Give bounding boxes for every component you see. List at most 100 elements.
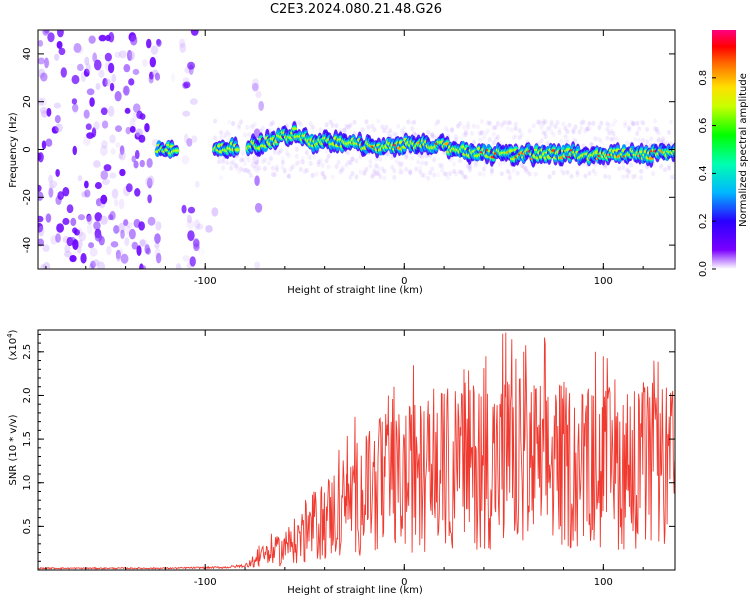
halo-dot xyxy=(440,167,445,173)
noise-dot xyxy=(120,229,125,240)
x-tick-label: 100 xyxy=(594,276,613,287)
halo-dot xyxy=(559,138,564,144)
halo-dot xyxy=(631,120,636,126)
halo-dot xyxy=(245,124,250,130)
halo-dot xyxy=(418,165,423,171)
halo-dot xyxy=(344,162,349,168)
noise-dot xyxy=(103,164,112,172)
noise-dot xyxy=(128,228,136,240)
noise-dot xyxy=(76,246,82,254)
noise-dot xyxy=(42,244,50,252)
noise-dot xyxy=(85,123,92,131)
halo-dot xyxy=(458,158,463,164)
halo-dot xyxy=(434,121,439,127)
noise-dot xyxy=(57,191,65,200)
halo-dot xyxy=(326,153,331,159)
noise-dot xyxy=(102,77,108,87)
y-tick-label: 0.5 xyxy=(22,518,33,534)
noise-dot xyxy=(250,161,259,169)
halo-dot xyxy=(374,163,379,169)
halo-dot xyxy=(539,124,544,130)
halo-dot xyxy=(286,173,291,179)
noise-dot xyxy=(114,125,123,132)
halo-dot xyxy=(235,166,240,172)
snr-x-axis-label: Height of straight line (km) xyxy=(287,585,423,596)
halo-dot xyxy=(354,158,359,164)
halo-dot xyxy=(537,140,542,146)
halo-dot xyxy=(444,171,449,177)
halo-dot xyxy=(631,174,636,180)
halo-dot xyxy=(394,158,399,164)
noise-dot xyxy=(56,223,65,233)
x-tick-label: 100 xyxy=(594,577,613,588)
halo-dot xyxy=(521,164,526,170)
halo-dot xyxy=(223,133,228,139)
x-tick-label: -100 xyxy=(194,276,217,287)
x-tick-label: 0 xyxy=(401,276,407,287)
y-tick-label: 40 xyxy=(22,48,33,61)
noise-dot xyxy=(179,38,186,49)
halo-dot xyxy=(653,118,658,124)
halo-dot xyxy=(376,171,381,177)
halo-dot xyxy=(382,175,387,181)
halo-dot xyxy=(609,136,614,142)
halo-dot xyxy=(605,126,610,132)
halo-dot xyxy=(597,137,602,143)
noise-dot xyxy=(148,75,154,84)
halo-dot xyxy=(545,126,550,132)
halo-dot xyxy=(467,167,472,173)
halo-dot xyxy=(420,154,425,160)
halo-dot xyxy=(549,119,554,125)
halo-dot xyxy=(565,169,570,175)
halo-dot xyxy=(318,157,323,163)
noise-dot xyxy=(186,219,195,230)
halo-dot xyxy=(342,127,347,133)
noise-dot xyxy=(119,168,126,177)
halo-dot xyxy=(513,125,518,131)
noise-dot xyxy=(64,244,71,253)
noise-dot xyxy=(45,138,53,147)
noise-dot xyxy=(191,135,198,143)
halo-dot xyxy=(428,170,433,176)
halo-dot xyxy=(541,120,546,126)
halo-dot xyxy=(615,137,620,143)
noise-dot xyxy=(71,98,78,105)
noise-dot xyxy=(47,32,55,43)
halo-dot xyxy=(364,166,369,172)
noise-dot xyxy=(186,137,193,147)
halo-dot xyxy=(400,128,405,134)
halo-dot xyxy=(342,127,347,133)
noise-dot xyxy=(89,247,98,257)
halo-dot xyxy=(410,155,415,161)
halo-dot xyxy=(302,169,307,175)
halo-dot xyxy=(418,169,423,175)
halo-dot xyxy=(260,125,265,131)
noise-dot xyxy=(196,223,204,230)
snr-y-ticks: 0.5 1.0 1.5 2.0 2.5 xyxy=(22,333,675,562)
halo-dot xyxy=(549,122,554,128)
noise-dot xyxy=(89,97,95,107)
halo-dot xyxy=(479,119,484,125)
noise-dot xyxy=(38,191,44,201)
noise-dot xyxy=(76,63,84,72)
noise-dot xyxy=(53,102,61,109)
halo-dot xyxy=(487,120,492,126)
halo-dot xyxy=(527,128,532,134)
halo-dot xyxy=(416,159,421,165)
halo-dot xyxy=(505,168,510,174)
halo-dot xyxy=(577,129,582,135)
noise-dot xyxy=(254,261,261,269)
halo-dot xyxy=(467,164,472,170)
halo-dot xyxy=(340,167,345,173)
halo-dot xyxy=(541,118,546,124)
noise-dot xyxy=(76,228,84,238)
halo-dot xyxy=(635,131,640,137)
noise-dot xyxy=(97,261,106,269)
noise-dot xyxy=(38,238,45,247)
noise-dot xyxy=(179,42,187,53)
noise-dot xyxy=(86,223,93,235)
halo-dot xyxy=(398,169,403,175)
halo-dot xyxy=(477,137,482,143)
halo-dot xyxy=(517,128,522,134)
noise-dot xyxy=(113,225,120,234)
